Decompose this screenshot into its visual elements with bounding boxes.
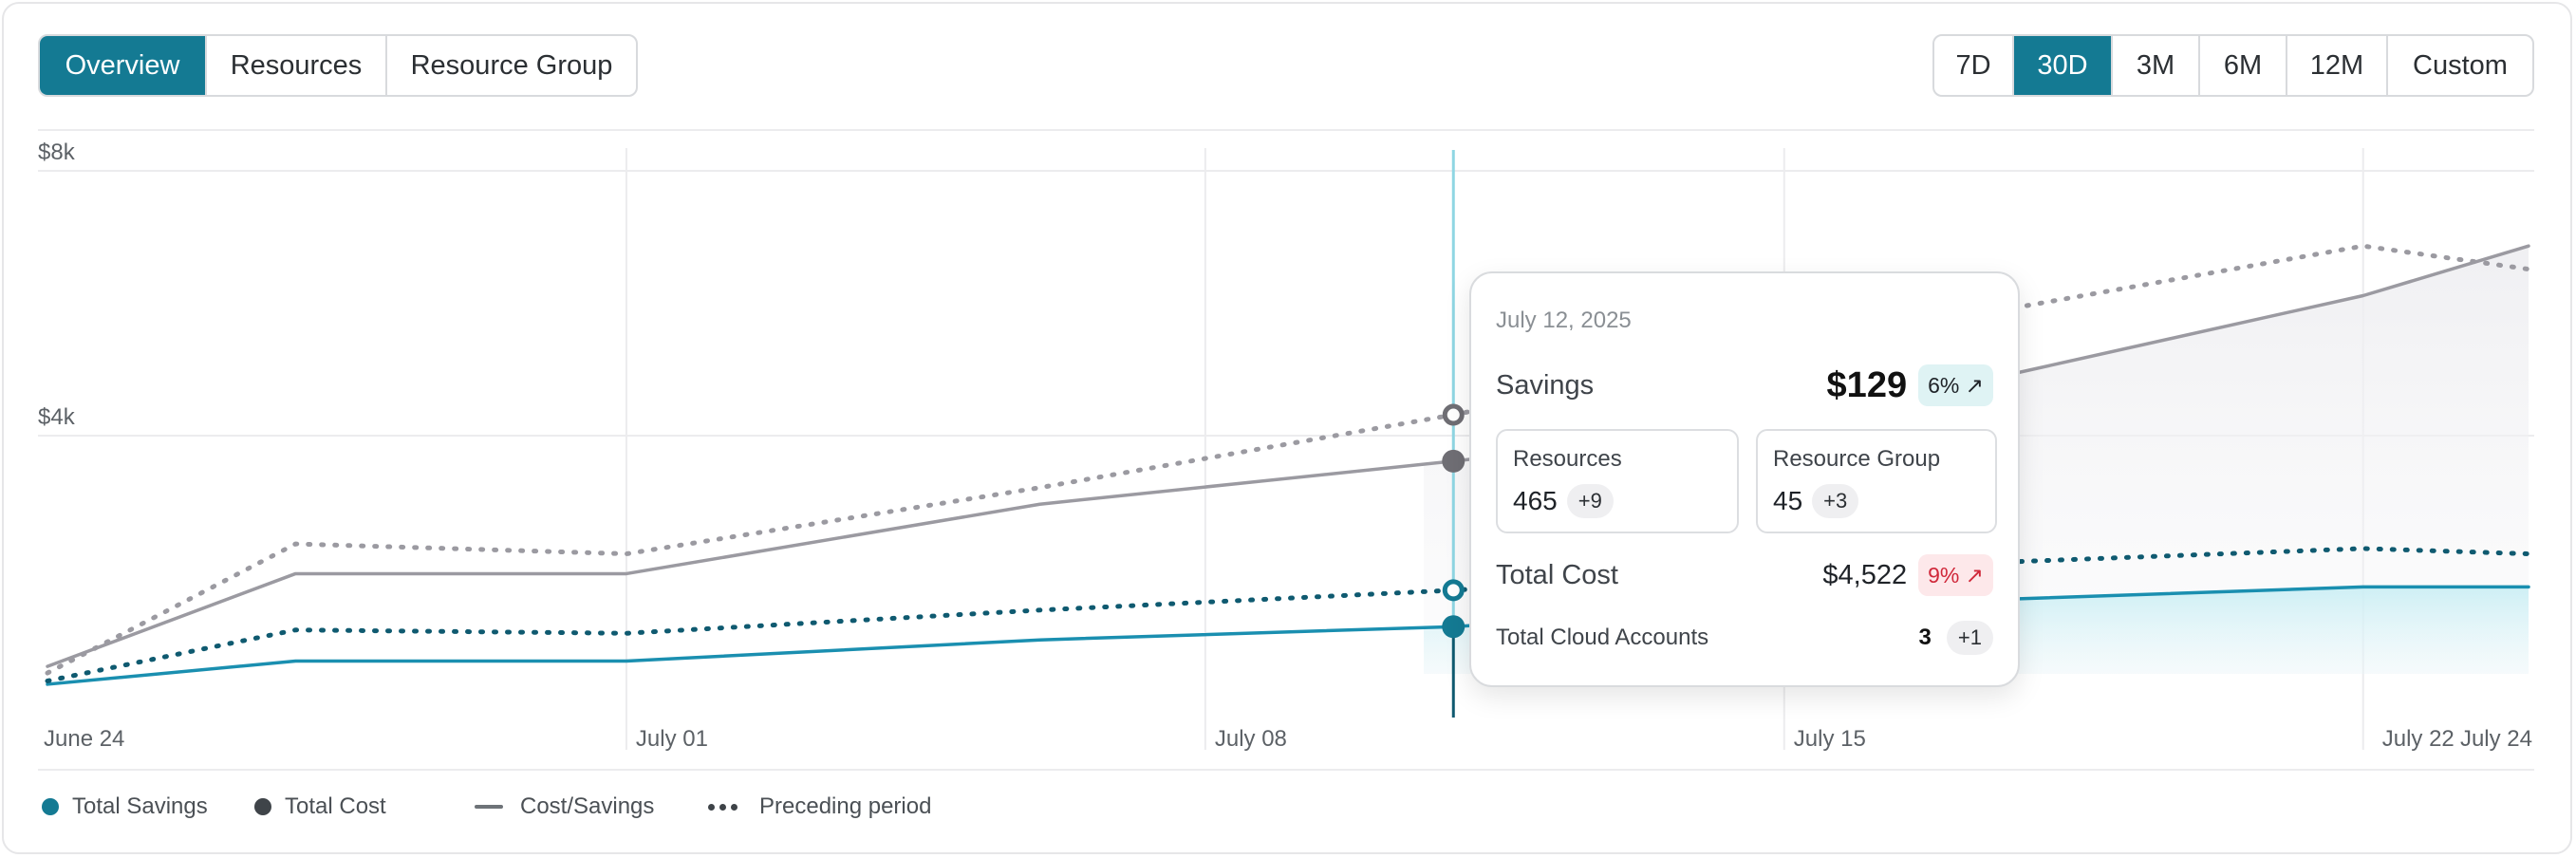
savings-area-fill <box>1424 587 2529 674</box>
legend-item-total-savings[interactable]: Total Savings <box>42 793 208 820</box>
legend-item-preceding-period[interactable]: Preceding period <box>708 793 931 820</box>
series-line-savings <box>46 585 2530 686</box>
hover-point-cost <box>1442 449 1465 473</box>
legend-marker <box>254 798 271 815</box>
legend-marker <box>475 805 503 809</box>
tab-resource-group[interactable]: Resource Group <box>410 49 613 81</box>
header-divider <box>38 129 2534 131</box>
range-selector: 7D 30D 3M 6M 12M Custom <box>1932 34 2534 97</box>
range-3m[interactable]: 3M <box>2113 36 2200 95</box>
x-tick-label: July 08 <box>1215 726 1287 752</box>
resource-group-box: Resource Group 45 +3 <box>1756 429 1997 533</box>
y-tick-label: $8k <box>38 140 76 165</box>
tooltip-savings-label: Savings <box>1496 369 1595 401</box>
x-tick-label: July 15 <box>1794 726 1866 752</box>
tooltip-cost-label: Total Cost <box>1496 559 1618 590</box>
tooltip-accounts-label: Total Cloud Accounts <box>1496 625 1709 650</box>
range-30d[interactable]: 30D <box>2014 36 2113 95</box>
line-chart: $8k $4k June 24 July 01 July 08 July 15 July … <box>38 140 2534 752</box>
x-tick-label: July 24 <box>2460 726 2532 752</box>
tooltip-accounts-value: 3 <box>1918 625 1932 650</box>
series-line-cost <box>46 244 2530 668</box>
range-7d[interactable]: 7D <box>1934 36 2014 95</box>
range-6m[interactable]: 6M <box>2200 36 2287 95</box>
view-tabs: Overview Resources Resource Group <box>38 34 638 97</box>
resources-box: Resources 465 +9 <box>1496 429 1739 533</box>
tooltip-date: July 12, 2025 <box>1496 308 1632 333</box>
hover-point-cost-preceding <box>1442 403 1465 426</box>
range-custom[interactable]: Custom <box>2413 49 2508 81</box>
hover-point-savings <box>1442 615 1465 639</box>
legend-marker <box>708 803 742 811</box>
x-tick-label: June 24 <box>44 726 124 752</box>
hover-point-savings-preceding <box>1442 579 1465 602</box>
range-12m[interactable]: 12M <box>2287 36 2388 95</box>
y-tick-label: $4k <box>38 404 76 430</box>
legend-label: Total Savings <box>72 793 208 819</box>
legend-item-total-cost[interactable]: Total Cost <box>254 793 386 820</box>
legend-label: Cost/Savings <box>520 793 655 819</box>
legend-divider <box>38 769 2534 771</box>
savings-change-badge: 6% ↗ <box>1918 364 1993 406</box>
tooltip-cost-row: Total Cost $4,522 9% ↗ <box>1496 554 1993 596</box>
chart-tooltip: July 12, 2025 Savings $129 6% ↗ Resource… <box>1469 271 2020 687</box>
resource-group-label: Resource Group <box>1773 446 1941 472</box>
resources-label: Resources <box>1513 446 1622 472</box>
tooltip-accounts-row: Total Cloud Accounts 3 +1 <box>1496 621 1993 655</box>
tooltip-savings-row: Savings $129 6% ↗ <box>1496 364 1993 406</box>
tooltip-cost-value: $4,522 <box>1822 559 1908 590</box>
tab-overview[interactable]: Overview <box>40 36 207 95</box>
resources-value: 465 <box>1513 486 1558 515</box>
legend-item-cost-savings[interactable]: Cost/Savings <box>475 793 654 820</box>
tooltip-savings-value: $129 <box>1826 364 1908 405</box>
legend-label: Total Cost <box>285 793 386 819</box>
legend-marker <box>42 798 59 815</box>
resource-group-value: 45 <box>1773 486 1803 515</box>
series-line-savings-preceding <box>45 546 2531 683</box>
accounts-delta-badge: +1 <box>1946 621 1993 655</box>
series-line-cost-preceding <box>45 243 2531 676</box>
resource-group-delta-badge: +3 <box>1812 484 1859 518</box>
x-tick-label: July 22 <box>2382 726 2455 752</box>
x-tick-label: July 01 <box>636 726 708 752</box>
legend-label: Preceding period <box>759 793 932 819</box>
resources-delta-badge: +9 <box>1566 484 1614 518</box>
tab-resources[interactable]: Resources <box>207 36 387 95</box>
cost-change-badge: 9% ↗ <box>1918 554 1993 596</box>
